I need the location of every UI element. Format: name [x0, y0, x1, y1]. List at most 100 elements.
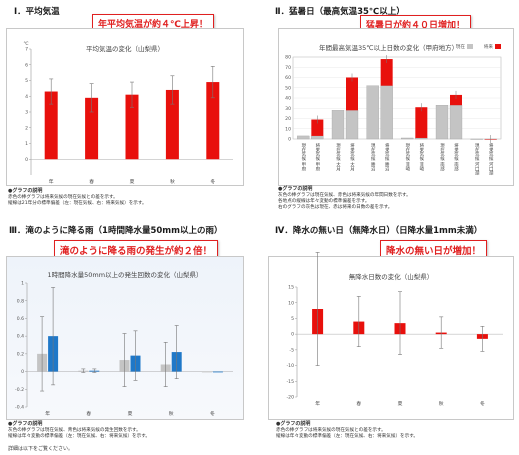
x-category-label: 春	[89, 178, 94, 185]
y-tick-label: -0.2	[15, 387, 24, 393]
y-tick-label: 0	[291, 332, 294, 338]
y-tick-label: 2	[25, 125, 28, 131]
y-tick-label: 7	[25, 47, 28, 53]
bar	[206, 82, 220, 160]
chart-1-title: 平均気温の変化（山梨県）	[86, 45, 164, 53]
chart-2-title: 年間最高気温35℃以上日数の変化（甲府地方）	[319, 44, 459, 52]
x-category-label: 夏	[398, 401, 403, 407]
y-tick-label: 1	[25, 141, 28, 147]
legend-future: 将来	[484, 43, 494, 50]
y-tick-label: 1	[21, 281, 24, 287]
footer-text: 詳細は以下をご覧ください。	[8, 446, 74, 452]
y-tick-label: 60	[285, 75, 291, 81]
bar-future-base	[311, 135, 324, 140]
x-category-label: 秋	[170, 178, 175, 185]
y-tick-label: -15	[286, 379, 294, 385]
note-1: ●グラフの説明 赤色の棒グラフは将来気候の現在気候との差を示す。 縦線は21年分…	[8, 188, 240, 207]
y-tick-label: -20	[286, 395, 294, 401]
section-2-title: Ⅱ．猛暑日（最高気温35℃以上）	[275, 7, 405, 17]
y-tick-label: 0	[21, 369, 24, 375]
y-tick-label: 10	[288, 300, 294, 306]
bar-future-increase	[450, 94, 462, 106]
station-label: 将来気候 河口湖	[488, 142, 493, 177]
bar-future-base	[415, 137, 428, 140]
y-tick-label: 0.6	[17, 316, 24, 322]
y-tick-label: 10	[285, 126, 291, 132]
section-1-title: Ⅰ．平均気温	[14, 7, 60, 17]
chart-panel-2: 年間最高気温35℃以上日数の変化（甲府地方） 0 10 20 30 40 50 60 70 80…	[278, 28, 514, 186]
bar-future-increase	[311, 119, 324, 136]
bar	[201, 371, 212, 373]
bar-future-increase	[380, 59, 393, 86]
bar-present	[470, 138, 483, 140]
x-category-label: 夏	[130, 179, 135, 185]
y-tick-label: 3	[25, 110, 28, 116]
station-label: 将来気候 甲府	[315, 142, 320, 172]
bar-future-base	[449, 105, 463, 140]
x-category-label: 年	[49, 178, 54, 185]
chart-panel-4: 無降水日数の変化（山梨県） -20 -15 -10 -5 0 5 10 15 年 春 夏 秋 冬	[268, 252, 514, 420]
x-category-label: 秋	[439, 400, 444, 407]
legend-swatch-future	[495, 44, 501, 49]
legend-swatch-present	[467, 44, 473, 49]
y-tick-label: 0.4	[17, 334, 24, 340]
y-tick-label: 50	[285, 85, 291, 91]
x-category-label: 春	[356, 400, 361, 407]
note-4-line-2: 縦線は年々変動の標準偏差（左：現在気候、右：将来気候）を示す。	[276, 434, 418, 439]
y-tick-label: -10	[286, 363, 294, 369]
note-3: ●グラフの説明 灰色の棒グラフは現在気候、青色は将来気候の発生回数を示す。 縦線…	[8, 421, 240, 440]
y-tick-label: -0.4	[15, 405, 24, 411]
x-category-label: 夏	[128, 411, 133, 417]
note-2-line-3: 右のグラフの灰色は現在、赤は将来の日数の差を示す。	[278, 205, 393, 210]
bar	[125, 94, 139, 160]
station-label: 現在気候 南部	[440, 143, 445, 172]
bar-present	[331, 110, 345, 140]
bar-future-increase	[415, 107, 428, 138]
bar-future-base	[380, 85, 393, 140]
x-category-label: 年	[315, 400, 320, 407]
section-4-title: Ⅳ．降水の無い日（無降水日）（日降水量1mm未満）	[275, 226, 483, 236]
section-3-title: Ⅲ．滝のように降る雨（1時間降水量50mm以上の雨）	[9, 226, 223, 236]
y-tick-label: 80	[285, 55, 291, 61]
y-tick-label: 0.2	[17, 351, 24, 357]
chart-1-plot: 0 1 2 3 4 5 6 7℃ 年 春 夏 秋 冬	[23, 41, 233, 185]
x-category-label: 冬	[210, 410, 215, 417]
y-tick-label: 40	[285, 96, 291, 102]
station-label: 将来気候 大月	[350, 142, 355, 172]
station-label: 現在気候 甲府	[301, 143, 306, 172]
x-category-label: 冬	[210, 178, 215, 185]
bar	[165, 89, 179, 160]
y-tick-label: 20	[285, 116, 291, 122]
x-category-label: 春	[86, 410, 91, 417]
note-3-line-2: 縦線は年々変動の標準偏差（左：現在気候、右：将来気候）を示す。	[8, 434, 150, 439]
note-1-heading: ●グラフの説明	[8, 188, 43, 194]
chart-4-plot: -20 -15 -10 -5 0 5 10 15 年 春 夏 秋 冬	[286, 252, 503, 407]
chart-3-plot: -0.4 -0.2 0 0.2 0.4 0.6 0.8 1 年 春 夏 秋 冬	[15, 281, 233, 417]
station-label: 現在気候 韮崎	[405, 143, 410, 171]
y-tick-label: 4	[25, 94, 28, 100]
note-4: ●グラフの説明 赤色の棒グラフは将来気候の現在気候との差を示す。 縦線は年々変動…	[276, 421, 508, 440]
bar-present	[366, 85, 379, 140]
chart-3-title: 1時間降水量50mm以上の発生回数の変化（山梨県）	[47, 271, 203, 279]
y-tick-label: 30	[285, 106, 291, 112]
legend-present: 現在	[456, 43, 466, 50]
y-tick-label: 0	[25, 157, 28, 163]
y-tick-label: 15	[288, 285, 294, 291]
bar-future-increase	[346, 77, 358, 111]
station-label: 現在気候 大月	[336, 143, 341, 172]
y-tick-label: 0	[288, 137, 291, 143]
note-2-heading: ●グラフの説明	[278, 186, 313, 192]
bar-present	[401, 137, 414, 140]
y-axis-label: ℃	[23, 41, 28, 47]
note-2: ●グラフの説明 灰色の棒グラフは現在気候、赤色は将来気候の年間日数を示す。 各地…	[278, 186, 510, 211]
x-category-label: 冬	[480, 400, 485, 407]
y-tick-label: 5	[291, 316, 294, 322]
station-label: 将来気候 韮崎	[419, 142, 424, 171]
x-category-label: 秋	[169, 410, 174, 417]
chart-panel-3: 1時間降水量50mm以上の発生回数の変化（山梨県） -0.4 -0.2 0 0.2 0.…	[6, 256, 244, 420]
note-2-line-2: 各地点の縦線は年々変動の標準偏差を示す。	[278, 199, 370, 204]
chart-panel-1: 平均気温の変化（山梨県） 0 1 2 3 4 5 6 7 ℃ 年 春 夏 秋 冬	[6, 28, 244, 186]
station-label: 将来気候 南部	[454, 142, 459, 172]
y-tick-label: 70	[285, 65, 291, 71]
